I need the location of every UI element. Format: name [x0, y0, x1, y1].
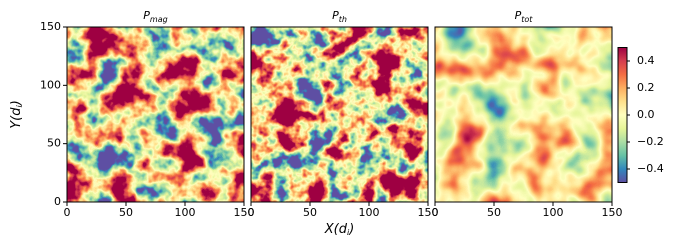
x-tick-label: 150 [602, 206, 623, 219]
x-tick-label: 50 [303, 206, 317, 219]
x-axis-label-main: X(d [324, 222, 348, 237]
panel-title: Pmag [143, 9, 167, 24]
x-tick-label: 50 [487, 206, 501, 219]
x-tick-label: 150 [418, 206, 439, 219]
heatmap-field [251, 27, 428, 202]
colorbar-tick-label: 0.0 [637, 108, 655, 121]
colorbar-tick-label: 0.2 [637, 81, 655, 94]
colorbar-tick-label: −0.4 [637, 162, 664, 175]
x-tick-label: 150 [234, 206, 255, 219]
panel-title-main: P [515, 9, 522, 22]
x-tick-label: 50 [119, 206, 133, 219]
x-axis-label: X(di) [324, 222, 355, 237]
x-tick-label: 0 [248, 206, 255, 219]
x-axis-label-end: ) [348, 222, 354, 237]
x-tick-label: 0 [64, 206, 71, 219]
x-tick-label: 100 [543, 206, 564, 219]
y-tick-label: 50 [47, 137, 61, 150]
axes-frame [434, 26, 613, 203]
heatmap-field [435, 27, 612, 202]
x-axis-label-sub: i [347, 228, 350, 237]
colorbar-tick-label: −0.2 [637, 135, 664, 148]
y-axis-label-sub: i [15, 105, 24, 108]
heatmap-field [67, 27, 244, 202]
panel-title: Pth [332, 9, 347, 24]
x-tick-label: 100 [175, 206, 196, 219]
y-axis-label-end: ) [9, 100, 24, 106]
panel-title-sub: tot [521, 15, 533, 24]
panel-title: Ptot [515, 9, 534, 24]
y-tick-label: 100 [40, 78, 61, 91]
y-tick-label: 0 [54, 195, 61, 208]
y-axis-label-main: Y(d [9, 107, 24, 129]
panel-title-sub: mag [150, 15, 168, 24]
y-tick-label: 150 [40, 20, 61, 33]
panel-title-main: P [332, 9, 339, 22]
y-axis-label: Y(di) [9, 100, 24, 129]
x-tick-label: 100 [359, 206, 380, 219]
x-tick-label: 0 [432, 206, 439, 219]
axes-frame [250, 26, 429, 203]
colorbar-tick-label: 0.4 [637, 54, 655, 67]
colorbar [617, 47, 628, 183]
panel-title-main: P [143, 9, 150, 22]
axes-frame [66, 26, 245, 203]
panel-title-sub: th [339, 15, 347, 24]
